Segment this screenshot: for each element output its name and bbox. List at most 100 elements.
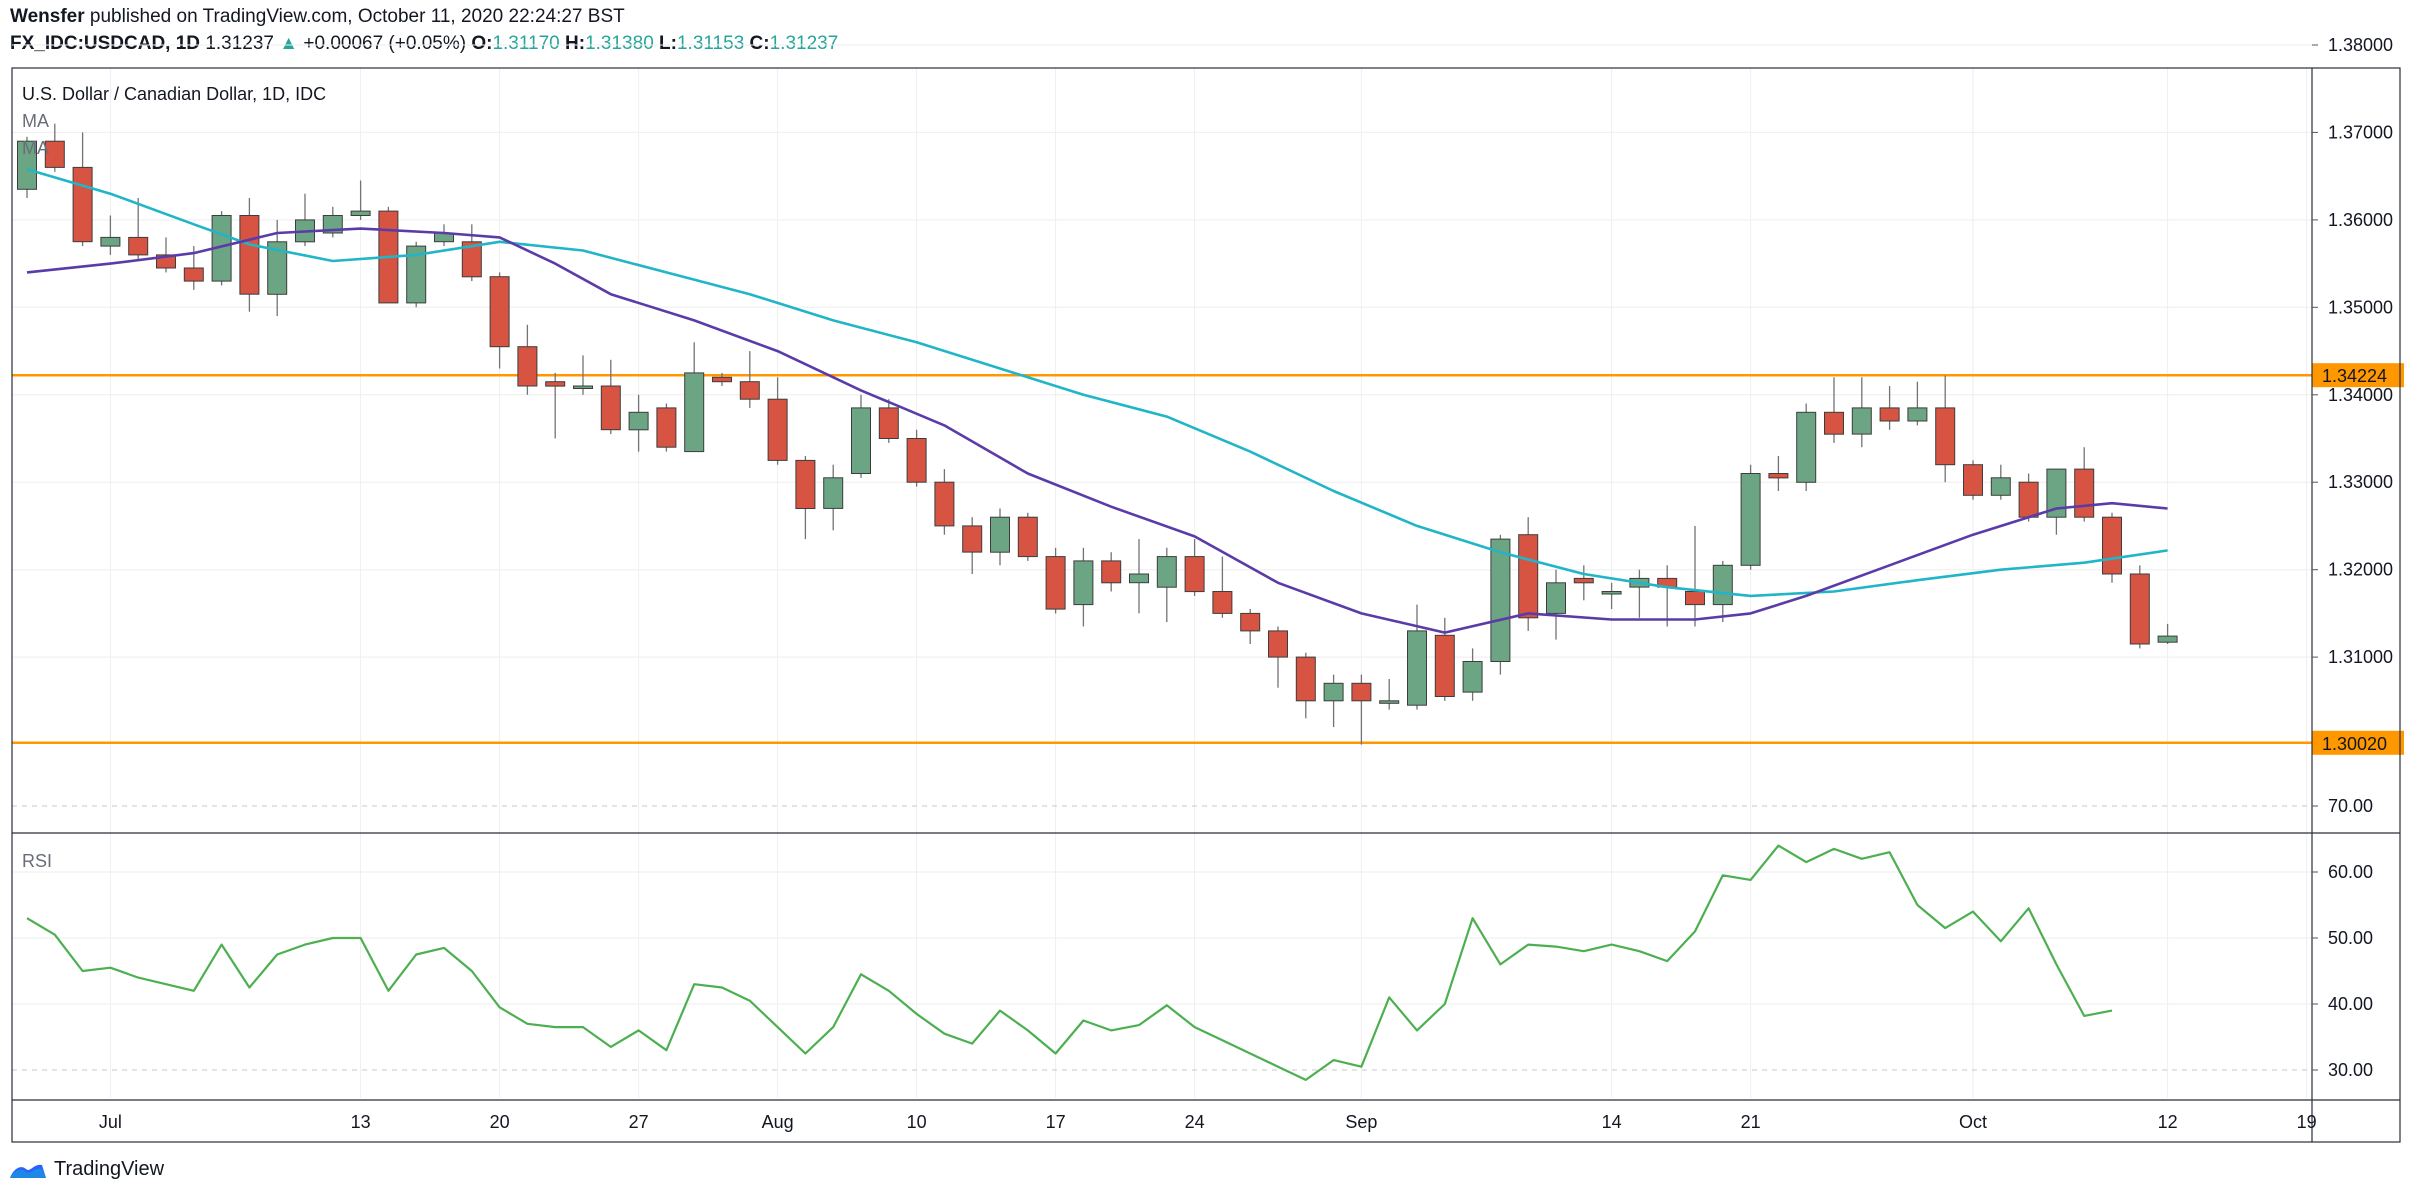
candle [1101, 552, 1122, 592]
candle [461, 224, 482, 282]
candle-body-down [489, 276, 510, 348]
grid [12, 44, 2312, 1098]
candle [1268, 626, 1288, 688]
x-tick-label: 14 [1602, 1112, 1622, 1132]
rsi-tick-label: 40.00 [2328, 994, 2373, 1014]
y-tick-label: 1.32000 [2328, 560, 2393, 580]
symbol: FX_IDC:USDCAD, 1D [10, 33, 201, 54]
ma-legend-1[interactable]: MA [22, 111, 49, 131]
moving-averages [26, 167, 2168, 634]
candle-body-up [1323, 682, 1344, 702]
candle-body-down [2074, 468, 2095, 518]
rsi-tick-label: 70.00 [2328, 796, 2373, 816]
candle-body-up [573, 385, 593, 389]
candle-body-up [17, 140, 37, 190]
candle [1323, 674, 1344, 728]
y-tick-label: 1.34000 [2328, 385, 2393, 405]
candle-body-down [1240, 612, 1261, 632]
candles [17, 123, 2178, 745]
candle [517, 324, 538, 395]
price-chart[interactable]: 1.34224 1.30020 Jul 13 20 27 Aug 10 17 24 Sep 14 21… [0, 0, 2415, 1150]
x-tick-label: 10 [907, 1112, 927, 1132]
close-value: 1.31237 [769, 33, 839, 54]
candle [1879, 386, 1900, 430]
candle [823, 464, 844, 531]
candle-body-up [1546, 582, 1566, 614]
symbol-line: FX_IDC:USDCAD, 1D 1.31237 ▲ +0.00067 (+0… [10, 33, 838, 55]
candle [1657, 565, 1678, 627]
candle [1379, 679, 1400, 710]
candle [44, 123, 65, 172]
candle-body-down [1101, 560, 1122, 584]
rsi-tick-label: 30.00 [2328, 1060, 2373, 1080]
rsi-legend[interactable]: RSI [22, 851, 52, 871]
y-tick-label: 1.35000 [2328, 297, 2393, 317]
candle [406, 241, 427, 308]
candle [1629, 569, 1650, 618]
candle-body-up [1712, 564, 1733, 606]
x-tick-label: 27 [629, 1112, 649, 1132]
rsi-tick-label: 50.00 [2328, 928, 2373, 948]
rsi-pane [26, 844, 2113, 1082]
candle-body-up [1156, 556, 1177, 588]
candle [1017, 512, 1038, 561]
publish-line: Wensfer published on TradingView.com, Oc… [10, 6, 625, 28]
candle-body-down [1434, 634, 1455, 697]
author-name[interactable]: Wensfer [10, 6, 85, 27]
candle-body-up [1601, 591, 1622, 595]
candle-body-up [823, 477, 844, 509]
candle-body-up [851, 407, 871, 474]
candle-body-down [461, 241, 482, 278]
candle [1407, 604, 1427, 710]
candle [1796, 403, 1817, 491]
candle [322, 206, 343, 238]
candle [600, 359, 621, 435]
x-tick-label: Aug [762, 1112, 794, 1132]
candle [1490, 534, 1511, 675]
candle [545, 372, 566, 439]
candle [767, 377, 788, 465]
candle [1351, 674, 1372, 745]
candle [878, 399, 899, 443]
x-tick-label: Jul [99, 1112, 122, 1132]
y-tick-label: 1.33000 [2328, 472, 2393, 492]
candle-body-down [712, 376, 732, 383]
candle-body-down [767, 398, 788, 461]
horizontal-lines[interactable]: 1.34224 1.30020 [12, 363, 2404, 755]
x-tick-label: 13 [351, 1112, 371, 1132]
candle [489, 272, 510, 369]
y-tick-label: 1.37000 [2328, 122, 2393, 142]
high-value: 1.31380 [585, 33, 654, 54]
candle-body-down [1573, 577, 1594, 584]
candle [1045, 547, 1066, 614]
candle-body-down [1268, 630, 1288, 658]
x-tick-label: 20 [490, 1112, 510, 1132]
candle [962, 517, 983, 574]
x-tick-label: Oct [1959, 1112, 1987, 1132]
candle [2046, 468, 2067, 535]
candle-body-down [1879, 407, 1900, 422]
candle [1907, 381, 1928, 426]
candle [1573, 565, 1594, 601]
candle-body-down [1045, 556, 1066, 610]
low-value: 1.31153 [676, 33, 745, 54]
candle [1240, 609, 1261, 644]
candle-body-down [1824, 411, 1844, 435]
price-label-box [2312, 730, 2404, 755]
candle [1462, 648, 1483, 701]
high-label: H: [565, 33, 586, 54]
candle [100, 215, 121, 255]
candle [239, 198, 260, 312]
candle [1851, 377, 1872, 448]
candle-body-up [350, 210, 371, 217]
candle-body-down [1184, 556, 1205, 593]
candle [295, 193, 315, 247]
ma-line-2 [26, 227, 2168, 634]
close-label: C: [749, 33, 770, 54]
candle-body-down [934, 481, 955, 527]
candle [1990, 464, 2011, 500]
price-label-box [2312, 363, 2404, 388]
ma-legend-2[interactable]: MA [22, 138, 49, 158]
tradingview-logo[interactable]: TradingView [8, 1158, 164, 1181]
candle-body-down [878, 407, 899, 439]
